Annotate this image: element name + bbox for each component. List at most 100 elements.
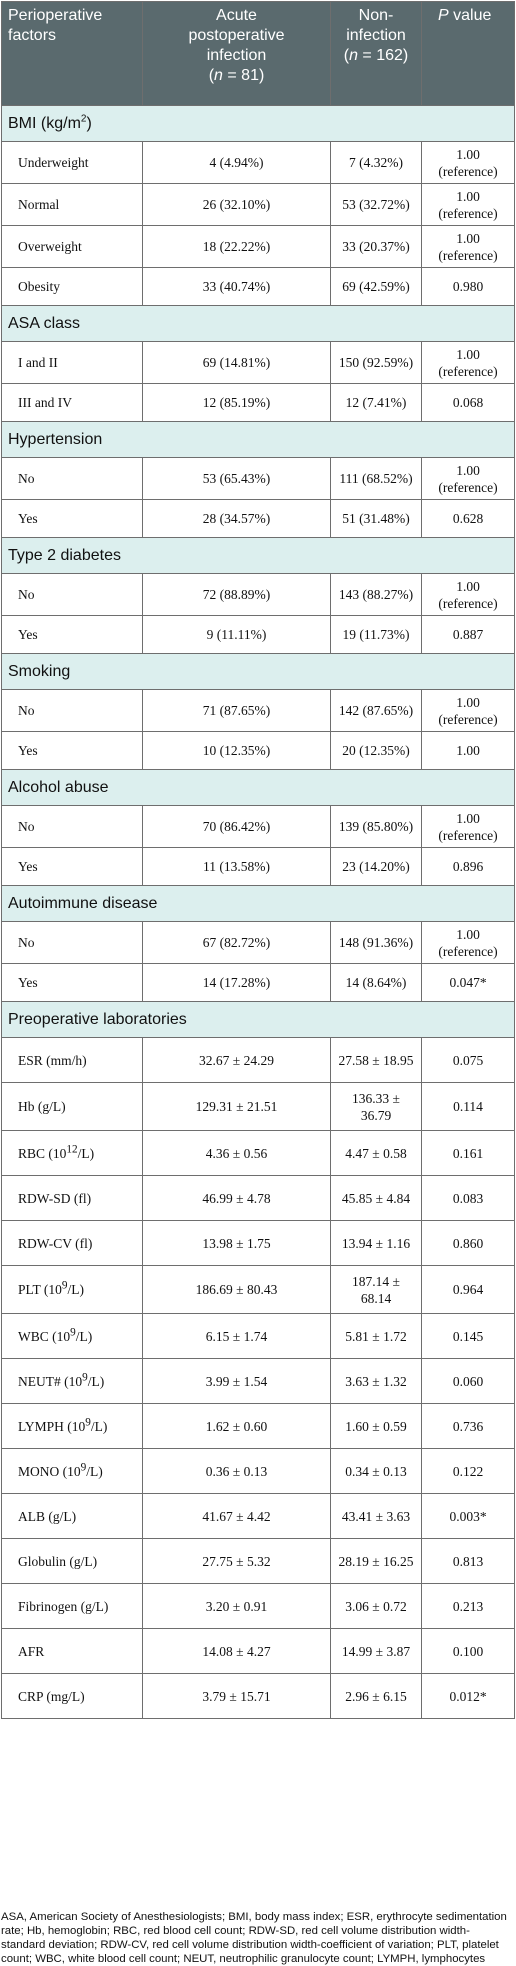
noninfection-value: 53 (32.72%) (330, 183, 422, 226)
section-title: Hypertension (1, 421, 515, 458)
table-row: Fibrinogen (g/L) 3.20 ± 0.91 3.06 ± 0.72 0.… (1, 1583, 515, 1629)
infection-value: 9 (11.11%) (142, 615, 331, 654)
row-label: Yes (1, 847, 143, 886)
p-value: 0.075 (421, 1037, 515, 1083)
p-value: 0.628 (421, 499, 515, 538)
row-label: I and II (1, 341, 143, 384)
p-value: 1.00 (reference) (421, 689, 515, 732)
infection-value: 3.79 ± 15.71 (142, 1673, 331, 1719)
infection-value: 4.36 ± 0.56 (142, 1130, 331, 1176)
section-title: Type 2 diabetes (1, 537, 515, 574)
noninfection-value: 4.47 ± 0.58 (330, 1130, 422, 1176)
row-label: No (1, 921, 143, 964)
infection-value: 3.99 ± 1.54 (142, 1358, 331, 1404)
row-label: Normal (1, 183, 143, 226)
infection-value: 13.98 ± 1.75 (142, 1220, 331, 1266)
table-row: Hb (g/L) 129.31 ± 21.51 136.33 ±36.79 0.114 (1, 1082, 515, 1131)
p-value: 0.813 (421, 1538, 515, 1584)
table-row: RBC (1012/L) 4.36 ± 0.56 4.47 ± 0.58 0.161 (1, 1130, 515, 1176)
infection-value: 28 (34.57%) (142, 499, 331, 538)
p-value: 1.00 (reference) (421, 921, 515, 964)
p-value: 0.213 (421, 1583, 515, 1629)
header-perioperative-factors: Perioperative factors (1, 1, 143, 106)
noninfection-value: 51 (31.48%) (330, 499, 422, 538)
table-row: Yes 14 (17.28%) 14 (8.64%) 0.047* (1, 963, 515, 1002)
noninfection-value: 33 (20.37%) (330, 225, 422, 268)
infection-value: 14.08 ± 4.27 (142, 1628, 331, 1674)
p-value: 0.003* (421, 1493, 515, 1539)
row-label: WBC (109/L) (1, 1313, 143, 1359)
infection-value: 70 (86.42%) (142, 805, 331, 848)
infection-value: 46.99 ± 4.78 (142, 1175, 331, 1221)
p-value: 0.860 (421, 1220, 515, 1266)
table-row: No 72 (88.89%) 143 (88.27%) 1.00 (reference) (1, 573, 515, 616)
perioperative-factors-table: Perioperative factors Acute postoperativ… (1, 1, 515, 1719)
table-row: Normal 26 (32.10%) 53 (32.72%) 1.00 (referen… (1, 183, 515, 226)
table-row: CRP (mg/L) 3.79 ± 15.71 2.96 ± 6.15 0.012* (1, 1673, 515, 1719)
header-non-infection-n: (n = 162) (343, 47, 409, 64)
row-label: Underweight (1, 141, 143, 184)
row-label: Yes (1, 731, 143, 770)
p-value: 0.012* (421, 1673, 515, 1719)
noninfection-value: 5.81 ± 1.72 (330, 1313, 422, 1359)
row-label: RBC (1012/L) (1, 1130, 143, 1176)
table-row: PLT (109/L) 186.69 ± 80.43 187.14 ±68.14 0.… (1, 1265, 515, 1314)
header-acute-infection-n: (n = 81) (208, 67, 265, 84)
section-title: ASA class (1, 305, 515, 342)
infection-value: 18 (22.22%) (142, 225, 331, 268)
p-value: 0.736 (421, 1403, 515, 1449)
p-value: 0.068 (421, 383, 515, 422)
p-value: 0.114 (421, 1082, 515, 1131)
infection-value: 129.31 ± 21.51 (142, 1082, 331, 1131)
noninfection-value: 28.19 ± 16.25 (330, 1538, 422, 1584)
noninfection-value: 7 (4.32%) (330, 141, 422, 184)
row-label: MONO (109/L) (1, 1448, 143, 1494)
section-title: Preoperative laboratories (1, 1001, 515, 1038)
noninfection-value: 2.96 ± 6.15 (330, 1673, 422, 1719)
p-value: 0.896 (421, 847, 515, 886)
section-title: BMI (kg/m2) (1, 105, 515, 142)
table-row: RDW-SD (fl) 46.99 ± 4.78 45.85 ± 4.84 0.083 (1, 1175, 515, 1221)
row-label: RDW-CV (fl) (1, 1220, 143, 1266)
noninfection-value: 143 (88.27%) (330, 573, 422, 616)
table-row: RDW-CV (fl) 13.98 ± 1.75 13.94 ± 1.16 0.860 (1, 1220, 515, 1266)
table-body: BMI (kg/m2) Underweight 4 (4.94%) 7 (4.32%)… (1, 105, 515, 1719)
row-label: No (1, 805, 143, 848)
section-row: Hypertension (1, 421, 515, 458)
p-value: 1.00 (reference) (421, 457, 515, 500)
row-label: PLT (109/L) (1, 1265, 143, 1314)
p-value: 0.964 (421, 1265, 515, 1314)
infection-value: 12 (85.19%) (142, 383, 331, 422)
infection-value: 72 (88.89%) (142, 573, 331, 616)
section-row: Autoimmune disease (1, 885, 515, 922)
row-label: LYMPH (109/L) (1, 1403, 143, 1449)
section-row: Preoperative laboratories (1, 1001, 515, 1038)
infection-value: 53 (65.43%) (142, 457, 331, 500)
p-value: 1.00 (reference) (421, 341, 515, 384)
section-row: ASA class (1, 305, 515, 342)
p-value: 0.161 (421, 1130, 515, 1176)
noninfection-value: 45.85 ± 4.84 (330, 1175, 422, 1221)
p-value: 0.980 (421, 267, 515, 306)
infection-value: 32.67 ± 24.29 (142, 1037, 331, 1083)
noninfection-value: 150 (92.59%) (330, 341, 422, 384)
infection-value: 67 (82.72%) (142, 921, 331, 964)
p-value: 1.00 (reference) (421, 805, 515, 848)
p-value: 0.100 (421, 1628, 515, 1674)
infection-value: 6.15 ± 1.74 (142, 1313, 331, 1359)
table-row: No 53 (65.43%) 111 (68.52%) 1.00 (reference) (1, 457, 515, 500)
row-label: Yes (1, 499, 143, 538)
noninfection-value: 43.41 ± 3.63 (330, 1493, 422, 1539)
table-row: ALB (g/L) 41.67 ± 4.42 43.41 ± 3.63 0.003* (1, 1493, 515, 1539)
infection-value: 186.69 ± 80.43 (142, 1265, 331, 1314)
row-label: CRP (mg/L) (1, 1673, 143, 1719)
table-row: NEUT# (109/L) 3.99 ± 1.54 3.63 ± 1.32 0.060 (1, 1358, 515, 1404)
p-value: 0.060 (421, 1358, 515, 1404)
table-row: No 71 (87.65%) 142 (87.65%) 1.00 (reference) (1, 689, 515, 732)
table-row: Obesity 33 (40.74%) 69 (42.59%) 0.980 (1, 267, 515, 306)
table-row: MONO (109/L) 0.36 ± 0.13 0.34 ± 0.13 0.122 (1, 1448, 515, 1494)
section-row: Alcohol abuse (1, 769, 515, 806)
noninfection-value: 19 (11.73%) (330, 615, 422, 654)
table-row: III and IV 12 (85.19%) 12 (7.41%) 0.068 (1, 383, 515, 422)
table-row: No 70 (86.42%) 139 (85.80%) 1.00 (reference) (1, 805, 515, 848)
